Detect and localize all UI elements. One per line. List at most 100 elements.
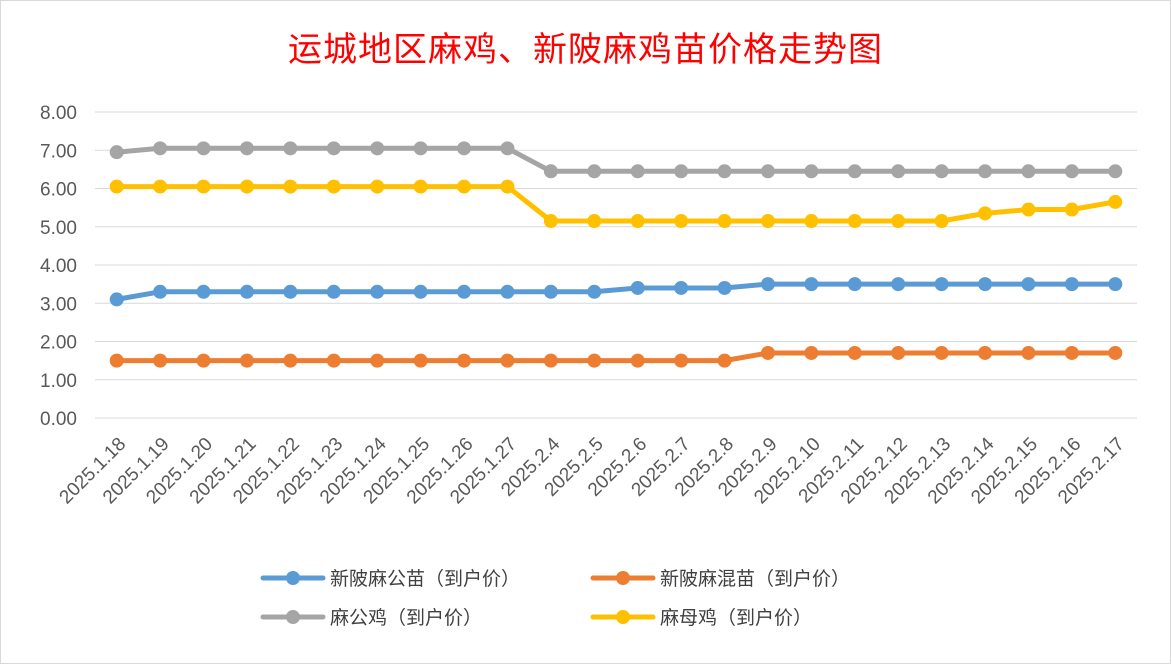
series-layer — [109, 141, 1123, 368]
data-point — [934, 164, 949, 179]
data-point — [847, 277, 862, 292]
data-point — [717, 353, 732, 368]
data-point — [326, 179, 341, 194]
data-point — [283, 353, 298, 368]
y-tick-label: 0.00 — [40, 409, 77, 430]
series-line — [114, 281, 1118, 302]
data-point — [804, 345, 819, 360]
data-point — [500, 284, 515, 299]
y-tick-label: 5.00 — [40, 218, 77, 239]
data-point — [196, 141, 211, 156]
data-point — [978, 206, 993, 221]
data-point — [630, 280, 645, 295]
data-point — [847, 345, 862, 360]
data-point — [847, 214, 862, 229]
data-point — [326, 284, 341, 299]
legend-item: 麻母鸡（到户价） — [590, 607, 812, 629]
data-point — [1021, 277, 1036, 292]
data-point — [1064, 164, 1079, 179]
data-point — [760, 277, 775, 292]
legend-label: 麻母鸡（到户价） — [660, 607, 812, 629]
data-point — [457, 179, 472, 194]
legend-label: 新陂麻公苗（到户价） — [330, 568, 520, 590]
data-point — [543, 164, 558, 179]
data-point — [1108, 277, 1123, 292]
series-line — [114, 145, 1118, 174]
series-2 — [109, 345, 1123, 368]
data-point — [587, 353, 602, 368]
legend-label: 新陂麻混苗（到户价） — [660, 568, 850, 590]
data-point — [109, 145, 124, 160]
y-tick-label: 7.00 — [40, 141, 77, 162]
data-point — [674, 164, 689, 179]
data-point — [1021, 202, 1036, 217]
data-point — [109, 179, 124, 194]
data-point — [717, 280, 732, 295]
data-point — [457, 353, 472, 368]
data-point — [630, 214, 645, 229]
y-tick-label: 8.00 — [40, 103, 77, 124]
y-tick-label: 1.00 — [40, 371, 77, 392]
data-point — [283, 284, 298, 299]
data-point — [239, 353, 254, 368]
data-point — [674, 214, 689, 229]
data-point — [674, 353, 689, 368]
data-point — [891, 277, 906, 292]
data-point — [413, 353, 428, 368]
data-point — [1021, 345, 1036, 360]
data-point — [370, 141, 385, 156]
legend-marker — [286, 571, 300, 585]
data-point — [804, 214, 819, 229]
data-point — [196, 284, 211, 299]
y-axis: 0.00 1.00 2.00 3.00 4.00 5.00 6.00 7.00 8.00 — [40, 103, 77, 430]
data-point — [934, 345, 949, 360]
data-point — [457, 141, 472, 156]
data-point — [978, 277, 993, 292]
data-point — [891, 345, 906, 360]
data-point — [1108, 345, 1123, 360]
series-line — [114, 350, 1118, 364]
data-point — [153, 179, 168, 194]
data-point — [543, 284, 558, 299]
data-point — [370, 353, 385, 368]
data-point — [153, 284, 168, 299]
data-point — [326, 141, 341, 156]
data-point — [239, 141, 254, 156]
data-point — [283, 141, 298, 156]
legend: 新陂麻公苗（到户价） 新陂麻混苗（到户价） 麻公鸡（到户价） 麻母鸡（到户价） — [260, 568, 850, 629]
data-point — [760, 164, 775, 179]
data-point — [196, 353, 211, 368]
data-point — [587, 284, 602, 299]
data-point — [1108, 194, 1123, 209]
y-tick-label: 3.00 — [40, 294, 77, 315]
data-point — [891, 164, 906, 179]
y-tick-label: 4.00 — [40, 256, 77, 277]
series-1 — [109, 277, 1123, 307]
data-point — [153, 353, 168, 368]
data-point — [239, 284, 254, 299]
data-point — [630, 353, 645, 368]
legend-marker — [616, 610, 630, 624]
data-point — [109, 292, 124, 307]
data-point — [413, 141, 428, 156]
data-point — [587, 214, 602, 229]
data-point — [413, 179, 428, 194]
data-point — [674, 280, 689, 295]
legend-item: 新陂麻公苗（到户价） — [260, 568, 520, 590]
data-point — [500, 353, 515, 368]
data-point — [500, 179, 515, 194]
data-point — [1064, 345, 1079, 360]
data-point — [978, 164, 993, 179]
data-point — [153, 141, 168, 156]
data-point — [370, 179, 385, 194]
data-point — [1108, 164, 1123, 179]
data-point — [804, 164, 819, 179]
gridlines — [95, 111, 1137, 419]
data-point — [587, 164, 602, 179]
data-point — [717, 214, 732, 229]
data-point — [760, 214, 775, 229]
legend-item: 新陂麻混苗（到户价） — [590, 568, 850, 590]
series-4 — [109, 179, 1123, 229]
y-tick-label: 6.00 — [40, 180, 77, 201]
